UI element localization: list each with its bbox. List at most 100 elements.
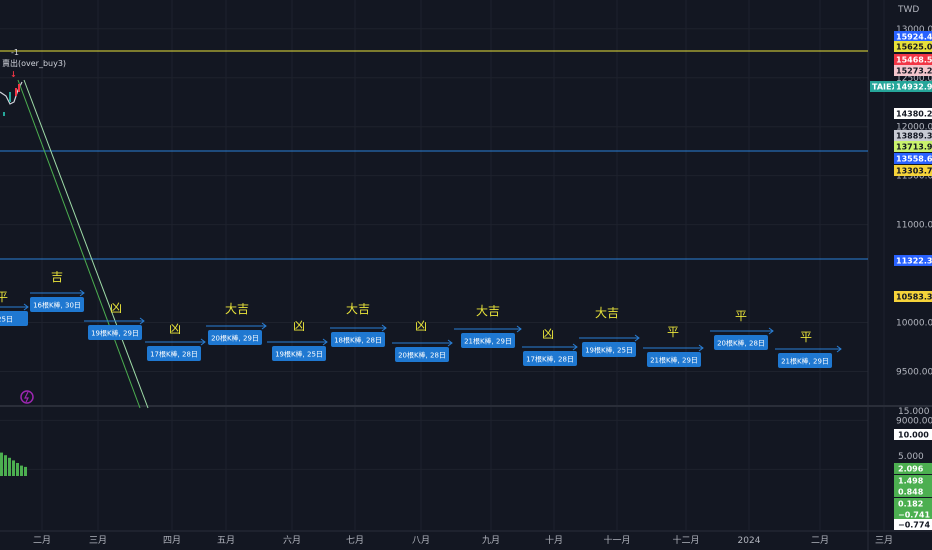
sub-tag-text: −0.774: [898, 521, 930, 530]
segment-box: [88, 325, 142, 340]
price-tag-text: 13713.94: [896, 143, 932, 152]
segment-box: [461, 333, 515, 348]
horizontal-lines: [0, 50, 868, 260]
x-tick-label: 七月: [346, 535, 364, 546]
segment-box: [523, 351, 577, 366]
lightning-icon: [20, 390, 34, 404]
y-tick-label: 12000.00: [896, 123, 932, 133]
volume-bar: [20, 465, 23, 476]
price-tag-name-text: TAIEX: [872, 83, 898, 92]
volume-bar: [16, 463, 19, 476]
fortune-label: 凶: [110, 301, 122, 315]
fortune-label: 凶: [293, 319, 305, 333]
time-axis[interactable]: 二月 三月 四月 五月 六月 七月 八月 九月 十月 十一月 十二月 2024 二月 三月: [0, 530, 932, 546]
arrow-head-icon: [634, 334, 640, 342]
price-tag: [894, 54, 932, 65]
indicator-label: 賣出(over_buy3): [2, 58, 66, 68]
price-tag: [894, 41, 932, 52]
segment-box-label: 20根K棒, 29日: [211, 334, 259, 343]
x-tick-label: 九月: [482, 535, 500, 546]
segment-box: [30, 297, 84, 312]
arrow-head-icon: [381, 324, 387, 332]
segment-box-label: 19根K棒, 25日: [275, 350, 323, 359]
x-tick-label: 三月: [875, 535, 893, 546]
segment-box-label: 17根K棒, 28日: [150, 350, 198, 359]
fortune-segment: 平 21根K棒, 29日: [775, 330, 842, 368]
price-tag-text: 14380.24: [896, 110, 932, 119]
x-tick-label: 2024: [738, 536, 761, 546]
sub-tag-text: 1.498: [898, 477, 924, 486]
segment-box-label: 16根K棒, 30日: [33, 301, 81, 310]
sub-tag: [894, 429, 932, 440]
y-tick-label: 9000.00: [896, 416, 932, 426]
currency-label: TWD: [897, 5, 919, 15]
price-series: ↓: [0, 70, 149, 409]
fortune-segment: 大吉 18根K棒, 28日: [330, 302, 387, 347]
arrow-head-icon: [261, 322, 267, 330]
segment-box: [714, 335, 768, 350]
sub-tag-text: −0.741: [898, 511, 930, 520]
fortune-segment: 大吉 20根K棒, 29日: [206, 302, 267, 345]
volume-bar: [4, 455, 7, 476]
sub-tag: [894, 486, 932, 497]
y-tick-label: 11000.00: [896, 221, 932, 231]
volume-bar: [0, 452, 3, 476]
segment-box: [208, 330, 262, 345]
price-tag: [894, 65, 932, 76]
segment-box-label: 19根K棒, 29日: [91, 329, 139, 338]
y-tick-label: 13000.00: [896, 25, 932, 35]
x-tick-label: 十二月: [672, 534, 699, 546]
price-tag: [894, 31, 932, 42]
arrow-head-icon: [768, 327, 774, 335]
fortune-label: 平: [800, 330, 812, 344]
segment-box: [582, 342, 636, 357]
trend-line-1: [17, 79, 141, 409]
arrow-head-icon: [23, 303, 29, 311]
fortune-label: 凶: [169, 322, 181, 336]
fortune-segment: 大吉 21根K棒, 29日: [454, 304, 522, 348]
sub-tag: [894, 463, 932, 474]
segment-box-label: 19根K棒, 25日: [585, 346, 633, 355]
x-tick-label: 八月: [412, 535, 430, 546]
segment-box: [272, 346, 326, 361]
arrow-head-icon: [447, 339, 453, 347]
arrow-head-icon: [322, 338, 328, 346]
sub-tag-text: 0.182: [898, 500, 923, 509]
sub-tag-text: 2.096: [898, 465, 924, 474]
sub-y-tick-label: 15.000: [898, 407, 930, 417]
x-tick-label: 二月: [33, 535, 51, 546]
price-axis[interactable]: 14500.0013000.0012500.0012000.0011500.00…: [870, 0, 932, 530]
sub-y-tick-label: 5.000: [898, 452, 924, 462]
price-tag-text: 15273.25: [896, 67, 932, 76]
segment-box-label: 21根K棒, 29日: [781, 357, 829, 366]
arrow-head-icon: [698, 344, 704, 352]
price-tag-text: 13303.79: [896, 167, 932, 176]
indicator-marker: -1: [11, 48, 19, 57]
x-tick-label: 二月: [811, 535, 829, 546]
fortune-segment: 平 20根K棒, 28日: [710, 309, 774, 350]
price-tag: [894, 130, 932, 141]
segment-box: [395, 347, 449, 362]
fortune-label: 大吉: [346, 302, 370, 316]
y-tick-label: 12500.00: [896, 74, 932, 84]
price-tag: [894, 165, 932, 176]
sub-tag-text: 0.848: [898, 488, 924, 497]
segment-box-label: 21根K棒, 29日: [464, 337, 512, 346]
fortune-label: 平: [735, 309, 747, 323]
volume-bars: [0, 452, 27, 476]
segment-box: [147, 346, 201, 361]
sub-tag: [894, 509, 932, 520]
segment-box: [647, 352, 701, 367]
segment-box-label: 20根K棒, 28日: [398, 351, 446, 360]
sub-tag-text: 10.000: [898, 431, 929, 440]
x-tick-label: 十月: [545, 534, 563, 546]
trend-line-2: [23, 79, 149, 409]
price-tag-text: 10583.38: [896, 293, 932, 302]
segment-box-label: 18根K棒, 28日: [334, 336, 382, 345]
segment-box: [0, 311, 28, 326]
fortune-segment: 大吉 19根K棒, 25日: [579, 306, 640, 357]
